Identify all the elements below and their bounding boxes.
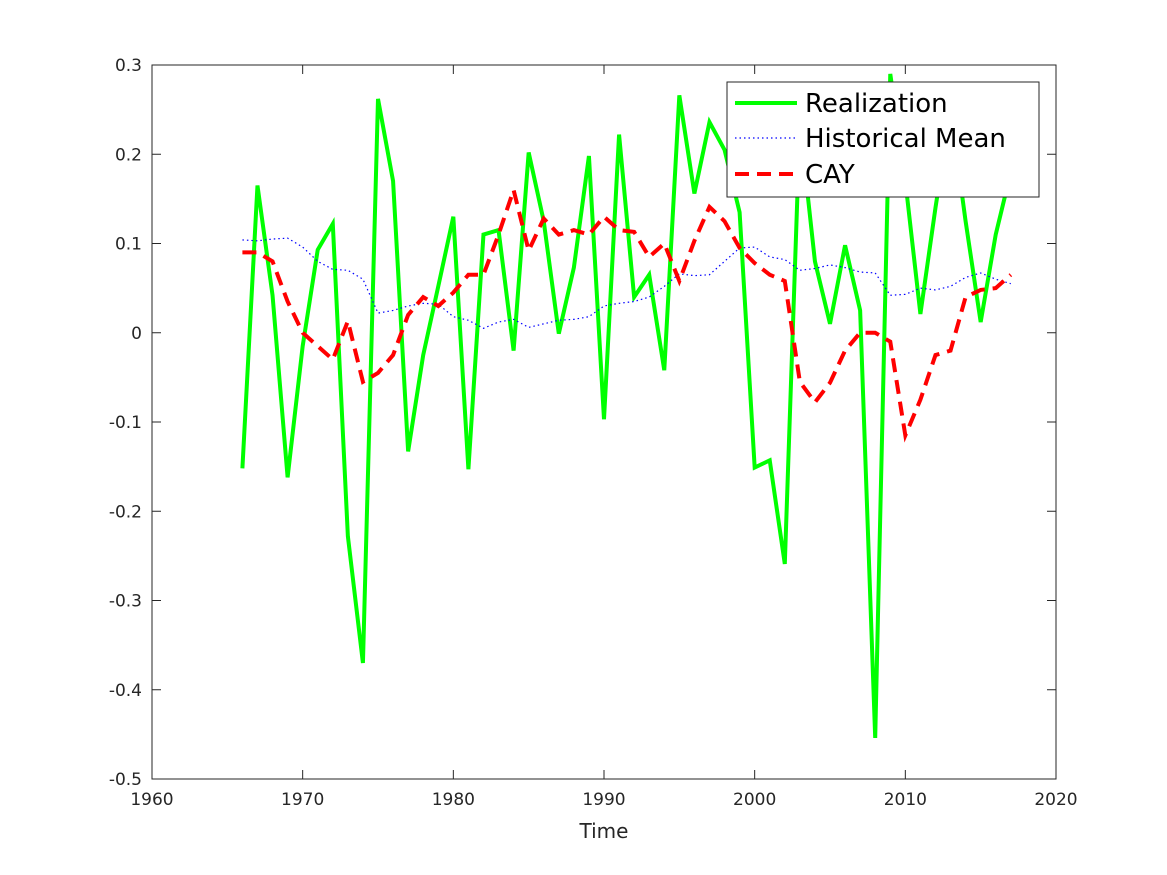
legend-label-realization: Realization [805,89,948,119]
x-tick-label: 2000 [733,790,776,810]
x-tick-label: 1980 [432,790,475,810]
y-tick-label: -0.1 [109,413,142,433]
series-layer [240,73,1013,739]
x-axis-title: Time [579,819,629,843]
legend: Realization Historical Mean CAY [726,81,1040,198]
x-tick-label: 1970 [281,790,324,810]
x-tick-label: 1960 [130,790,173,810]
tick-layer: 1960 1970 1980 1990 2000 2010 2020 -0.5 -0.4 -0.3… [109,56,1078,810]
y-tick-label: -0.4 [109,681,142,701]
legend-label-historical-mean: Historical Mean [805,124,1006,154]
x-tick-label: 1990 [582,790,625,810]
x-tick-label: 2020 [1034,790,1077,810]
y-tick-label: 0 [131,324,142,344]
y-tick-label: -0.2 [109,502,142,522]
legend-label-cay: CAY [805,160,855,190]
x-tick-label: 2010 [884,790,927,810]
y-tick-label: -0.5 [109,770,142,790]
series-line-realization [240,73,1013,739]
y-tick-label: -0.3 [109,592,142,612]
y-tick-label: 0.2 [115,145,142,165]
y-tick-label: 0.3 [115,56,142,76]
series-line-cay [242,182,1013,443]
y-tick-label: 0.1 [115,235,142,255]
